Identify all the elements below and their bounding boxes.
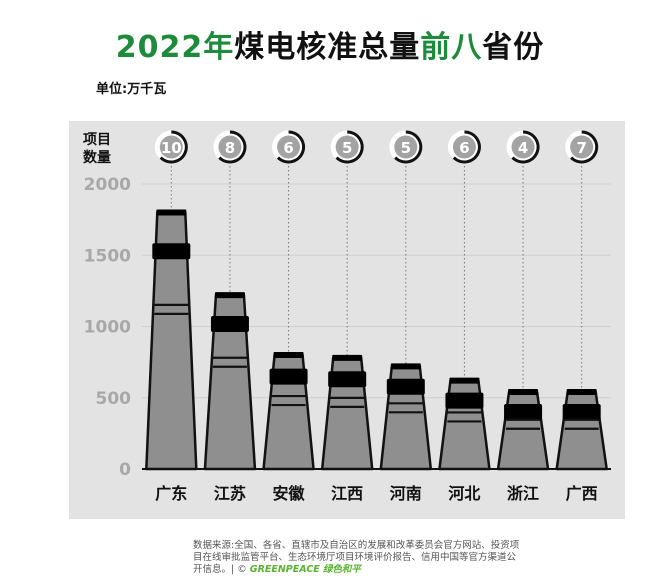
project-count-label: 8	[225, 139, 235, 157]
badge-disc	[511, 135, 535, 159]
project-count-label: 5	[401, 139, 411, 157]
badge-ring	[276, 130, 306, 164]
chimney-cap	[273, 352, 304, 358]
chimney-band	[269, 368, 308, 385]
y-tick-label: 0	[119, 460, 131, 480]
badge-ring	[570, 130, 599, 164]
chimney-cap	[449, 377, 480, 384]
chimney-band	[562, 404, 601, 421]
project-count-badge: 10	[154, 130, 188, 164]
project-count-badge: 7	[565, 130, 599, 164]
y-tick-label: 2000	[84, 175, 131, 195]
chimney-band	[386, 378, 425, 395]
project-count-badge: 8	[213, 130, 247, 164]
badge-ring	[159, 130, 188, 164]
title-part-main: 煤电核准总量	[234, 30, 421, 65]
project-count-badge: 6	[447, 130, 481, 164]
title-part-top: 前八	[420, 30, 483, 65]
x-category-label: 江苏	[214, 484, 246, 503]
title-part-year: 2022年	[115, 30, 235, 65]
x-category-label: 浙江	[507, 484, 539, 503]
chimney-cap	[156, 209, 187, 216]
project-count-label: 6	[459, 139, 469, 157]
project-count-label: 4	[518, 139, 528, 157]
badge-disc	[277, 135, 301, 159]
y-tick-label: 1500	[84, 246, 131, 266]
project-count-badge: 6	[272, 130, 306, 164]
count-label-line1: 项目	[83, 132, 111, 148]
chimney-band	[504, 404, 543, 421]
count-label-line2: 数量	[83, 149, 111, 166]
x-category-label: 江西	[331, 484, 363, 503]
chimney-cap	[566, 389, 597, 396]
badge-ring	[394, 130, 423, 164]
badge-disc	[452, 135, 476, 159]
badge-disc	[159, 135, 183, 159]
project-count-badge: 5	[330, 130, 364, 164]
project-count-label: 5	[342, 139, 352, 157]
chimney-cap	[508, 389, 539, 396]
project-count-label: 6	[283, 139, 293, 157]
page-title: 2022年煤电核准总量前八省份	[0, 22, 660, 66]
chimney-band	[152, 243, 191, 260]
greenpeace-logo: GREENPEACE	[249, 564, 320, 575]
x-category-label: 河北	[448, 484, 480, 503]
chimney-cap	[332, 354, 363, 361]
project-count-badge: 4	[506, 130, 540, 164]
x-category-label: 广西	[566, 484, 598, 503]
unit-label: 单位:万千瓦	[96, 82, 167, 97]
project-count-label: 10	[161, 139, 182, 157]
badge-disc	[335, 135, 359, 159]
badge-disc	[570, 135, 594, 159]
source-text: 数据来源:全国、各省、直辖市及自治区的发展和改革委员会官方网站、投资项目在线审批…	[193, 540, 520, 575]
x-category-label: 广东	[155, 484, 187, 503]
x-category-label: 安徽	[273, 484, 306, 503]
badge-disc	[218, 135, 242, 159]
x-category-label: 河南	[390, 484, 422, 503]
project-count-label: 7	[576, 139, 586, 157]
title-part-provinces: 省份	[482, 30, 545, 65]
badge-ring	[218, 130, 247, 164]
chimney-band	[210, 316, 249, 333]
chimney-band	[328, 371, 367, 388]
chimney-band	[445, 392, 484, 409]
source-note: 数据来源:全国、各省、直辖市及自治区的发展和改革委员会官方网站、投资项目在线审批…	[193, 540, 523, 576]
badge-ring	[452, 130, 481, 164]
badge-disc	[394, 135, 418, 159]
chimney-cap	[390, 363, 421, 370]
chimney-bar	[379, 162, 433, 471]
greenpeace-logo-cn: 绿色和平	[322, 564, 361, 575]
badge-ring	[511, 130, 540, 164]
chimney-cap	[214, 292, 245, 299]
y-tick-label: 500	[96, 389, 132, 409]
y-tick-label: 1000	[84, 318, 131, 338]
project-count-badge: 5	[389, 130, 423, 164]
badge-ring	[335, 130, 364, 164]
